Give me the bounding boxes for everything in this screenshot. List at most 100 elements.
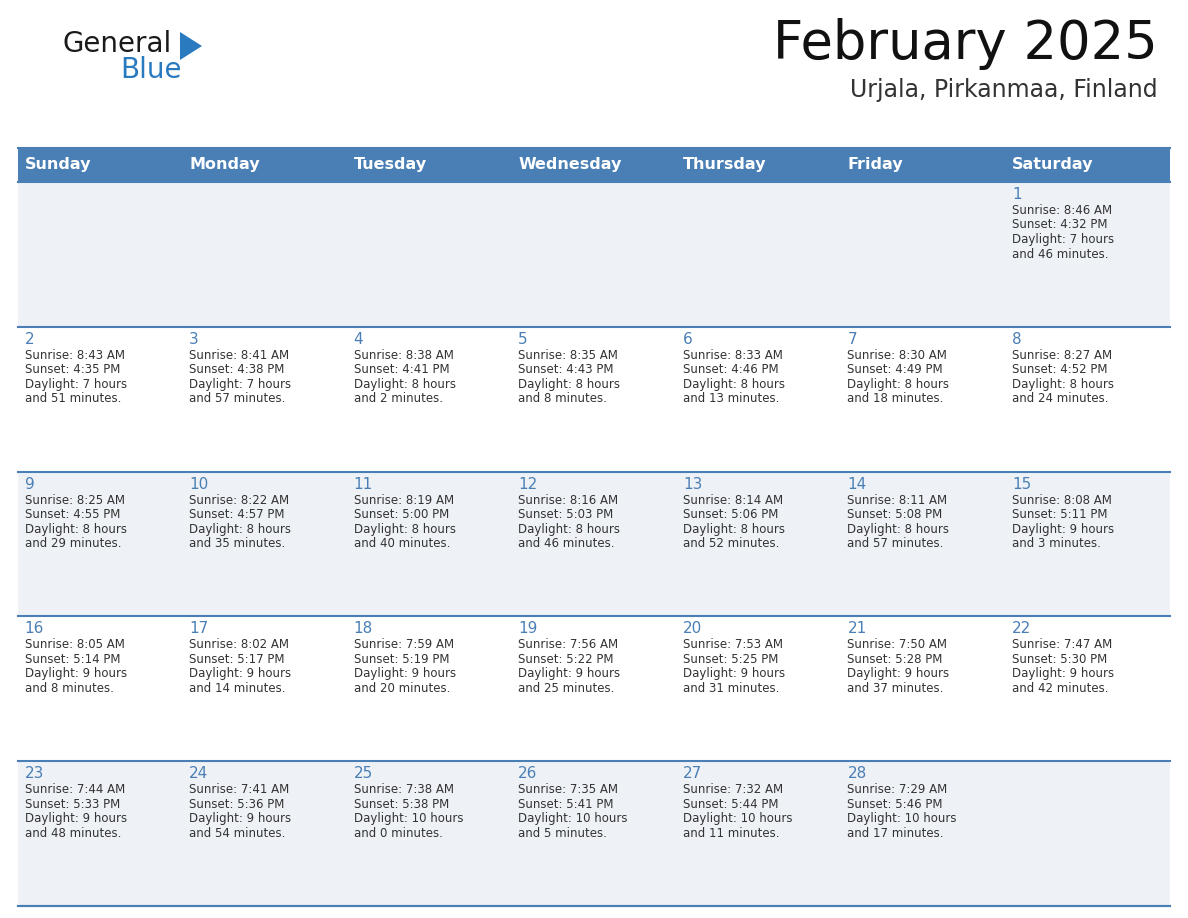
Text: Sunset: 5:08 PM: Sunset: 5:08 PM [847,508,943,521]
Text: and 29 minutes.: and 29 minutes. [25,537,121,550]
Text: Sunset: 4:57 PM: Sunset: 4:57 PM [189,508,285,521]
Text: Sunset: 5:17 PM: Sunset: 5:17 PM [189,653,285,666]
Text: Daylight: 9 hours: Daylight: 9 hours [25,667,127,680]
Bar [18,148,1170,182]
Text: and 11 minutes.: and 11 minutes. [683,827,779,840]
Text: 26: 26 [518,767,538,781]
Text: Daylight: 8 hours: Daylight: 8 hours [189,522,291,535]
Text: Daylight: 10 hours: Daylight: 10 hours [518,812,627,825]
Text: Daylight: 8 hours: Daylight: 8 hours [1012,378,1114,391]
Text: Daylight: 8 hours: Daylight: 8 hours [25,522,127,535]
Text: General: General [62,30,171,58]
Text: and 51 minutes.: and 51 minutes. [25,392,121,406]
Text: Sunrise: 8:30 AM: Sunrise: 8:30 AM [847,349,947,362]
Text: Sunset: 5:03 PM: Sunset: 5:03 PM [518,508,613,521]
Text: Sunrise: 8:33 AM: Sunrise: 8:33 AM [683,349,783,362]
Text: and 35 minutes.: and 35 minutes. [189,537,285,550]
Text: 17: 17 [189,621,208,636]
Text: Sunset: 4:46 PM: Sunset: 4:46 PM [683,364,778,376]
Text: and 25 minutes.: and 25 minutes. [518,682,614,695]
Text: Sunset: 4:38 PM: Sunset: 4:38 PM [189,364,285,376]
Text: Daylight: 7 hours: Daylight: 7 hours [1012,233,1114,246]
Text: Daylight: 8 hours: Daylight: 8 hours [847,522,949,535]
Text: 19: 19 [518,621,538,636]
Text: Daylight: 9 hours: Daylight: 9 hours [354,667,456,680]
Text: Sunrise: 7:59 AM: Sunrise: 7:59 AM [354,638,454,652]
Text: Sunset: 5:00 PM: Sunset: 5:00 PM [354,508,449,521]
Text: Sunrise: 8:16 AM: Sunrise: 8:16 AM [518,494,619,507]
Text: Sunset: 5:14 PM: Sunset: 5:14 PM [25,653,120,666]
Text: Daylight: 9 hours: Daylight: 9 hours [189,812,291,825]
Text: Sunrise: 8:11 AM: Sunrise: 8:11 AM [847,494,948,507]
Text: Sunrise: 8:43 AM: Sunrise: 8:43 AM [25,349,125,362]
Text: Daylight: 10 hours: Daylight: 10 hours [847,812,958,825]
Text: Daylight: 9 hours: Daylight: 9 hours [518,667,620,680]
Text: and 8 minutes.: and 8 minutes. [518,392,607,406]
Text: and 14 minutes.: and 14 minutes. [189,682,285,695]
Text: Sunset: 5:44 PM: Sunset: 5:44 PM [683,798,778,811]
Text: 16: 16 [25,621,44,636]
Text: Sunrise: 8:22 AM: Sunrise: 8:22 AM [189,494,290,507]
Text: Sunset: 5:33 PM: Sunset: 5:33 PM [25,798,120,811]
Text: and 3 minutes.: and 3 minutes. [1012,537,1101,550]
Text: Sunrise: 7:38 AM: Sunrise: 7:38 AM [354,783,454,796]
Text: Sunset: 4:49 PM: Sunset: 4:49 PM [847,364,943,376]
Text: Thursday: Thursday [683,158,766,173]
Text: Sunset: 5:30 PM: Sunset: 5:30 PM [1012,653,1107,666]
Text: Daylight: 8 hours: Daylight: 8 hours [847,378,949,391]
Text: Sunrise: 8:25 AM: Sunrise: 8:25 AM [25,494,125,507]
Text: and 20 minutes.: and 20 minutes. [354,682,450,695]
Text: Blue: Blue [120,56,182,84]
Text: and 5 minutes.: and 5 minutes. [518,827,607,840]
Text: Sunset: 5:36 PM: Sunset: 5:36 PM [189,798,285,811]
Text: 1: 1 [1012,187,1022,202]
Text: Daylight: 7 hours: Daylight: 7 hours [189,378,291,391]
Bar [18,761,1170,906]
Text: 23: 23 [25,767,44,781]
Text: and 0 minutes.: and 0 minutes. [354,827,443,840]
Text: Sunrise: 7:50 AM: Sunrise: 7:50 AM [847,638,948,652]
Text: Saturday: Saturday [1012,158,1093,173]
Text: Sunrise: 7:44 AM: Sunrise: 7:44 AM [25,783,125,796]
Text: Daylight: 8 hours: Daylight: 8 hours [683,378,785,391]
Text: Sunset: 4:35 PM: Sunset: 4:35 PM [25,364,120,376]
Text: 27: 27 [683,767,702,781]
Text: 15: 15 [1012,476,1031,492]
Text: Monday: Monday [189,158,260,173]
Text: Daylight: 8 hours: Daylight: 8 hours [683,522,785,535]
Text: Sunrise: 8:38 AM: Sunrise: 8:38 AM [354,349,454,362]
Text: 28: 28 [847,767,867,781]
Text: 2: 2 [25,331,34,347]
Text: and 8 minutes.: and 8 minutes. [25,682,114,695]
Text: 18: 18 [354,621,373,636]
Text: Sunset: 4:32 PM: Sunset: 4:32 PM [1012,218,1107,231]
Text: Sunrise: 8:27 AM: Sunrise: 8:27 AM [1012,349,1112,362]
Text: 14: 14 [847,476,867,492]
Text: and 57 minutes.: and 57 minutes. [847,537,943,550]
Text: Sunrise: 8:14 AM: Sunrise: 8:14 AM [683,494,783,507]
Text: and 57 minutes.: and 57 minutes. [189,392,285,406]
Text: and 46 minutes.: and 46 minutes. [518,537,615,550]
Text: 9: 9 [25,476,34,492]
Text: 25: 25 [354,767,373,781]
Text: and 2 minutes.: and 2 minutes. [354,392,443,406]
Text: Sunrise: 7:53 AM: Sunrise: 7:53 AM [683,638,783,652]
Text: Daylight: 10 hours: Daylight: 10 hours [354,812,463,825]
Text: Sunday: Sunday [25,158,91,173]
Bar [18,472,1170,616]
Bar [18,616,1170,761]
Text: Sunset: 5:19 PM: Sunset: 5:19 PM [354,653,449,666]
Text: Sunset: 5:25 PM: Sunset: 5:25 PM [683,653,778,666]
Text: and 54 minutes.: and 54 minutes. [189,827,285,840]
Text: Sunrise: 8:46 AM: Sunrise: 8:46 AM [1012,204,1112,217]
Text: Daylight: 8 hours: Daylight: 8 hours [354,522,456,535]
Text: Daylight: 9 hours: Daylight: 9 hours [189,667,291,680]
Text: February 2025: February 2025 [773,18,1158,70]
Text: Sunset: 4:55 PM: Sunset: 4:55 PM [25,508,120,521]
Text: Daylight: 8 hours: Daylight: 8 hours [518,522,620,535]
Text: Sunrise: 7:47 AM: Sunrise: 7:47 AM [1012,638,1112,652]
Text: 20: 20 [683,621,702,636]
Text: Daylight: 10 hours: Daylight: 10 hours [683,812,792,825]
Text: Sunset: 4:43 PM: Sunset: 4:43 PM [518,364,614,376]
Text: and 46 minutes.: and 46 minutes. [1012,248,1108,261]
